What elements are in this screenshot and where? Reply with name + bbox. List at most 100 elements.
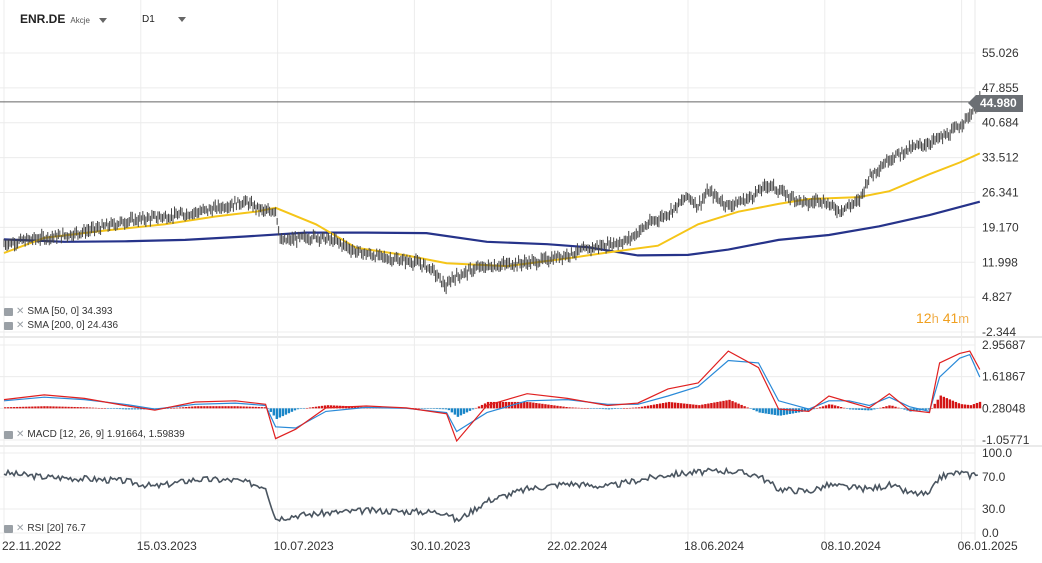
macd-histogram-bar [966,404,970,409]
macd-histogram-bar [13,407,16,409]
macd-legend[interactable]: ✕ MACD [12, 26, 9] 1.91664, 1.59839 [4,429,185,440]
macd-histogram-bar [46,406,49,409]
macd-histogram-bar [462,408,466,414]
macd-histogram-bar [73,406,76,409]
macd-histogram-bar [514,401,517,409]
settings-icon[interactable] [4,430,13,439]
macd-histogram-bar [456,408,460,417]
macd-histogram-bar [767,408,770,415]
settings-icon[interactable] [4,307,13,316]
macd-histogram-bar [698,405,701,409]
macd-histogram-bar [263,407,266,409]
macd-histogram-bar [592,408,595,409]
macd-histogram-bar [251,406,254,409]
macd-histogram-bar [169,408,173,409]
macd-histogram-bar [598,408,601,409]
settings-icon[interactable] [4,524,13,533]
sma50-line [3,152,981,268]
macd-histogram-bar [323,405,327,409]
sma50-label: SMA [50, 0] 34.393 [27,306,113,317]
macd-signal-line [3,353,981,433]
macd-histogram-bar [812,408,816,410]
macd-histogram-bar [731,401,734,409]
macd-histogram-bar [299,408,303,409]
close-icon[interactable]: ✕ [16,305,25,317]
macd-histogram-bar [441,408,445,410]
macd-histogram-bar [100,408,103,409]
macd-histogram-bar [489,401,493,409]
macd-histogram-bar [710,403,713,409]
rsi-legend[interactable]: ✕ RSI [20] 76.7 [4,523,86,534]
macd-histogram-bar [604,408,607,410]
macd-histogram-bar [112,408,116,409]
macd-histogram-bar [830,404,834,409]
macd-histogram-bar [791,408,795,414]
macd-histogram-bar [130,408,134,410]
macd-histogram-bar [646,405,650,409]
macd-histogram-bar [4,407,7,409]
macd-histogram-bar [420,408,423,409]
timer-hours: 12 [916,310,932,326]
macd-histogram-bar [269,408,272,412]
macd-histogram-bar [939,395,942,409]
settings-icon[interactable] [4,321,13,330]
timeframe-selector[interactable]: D1 [142,13,186,25]
macd-histogram-bar [957,403,961,409]
close-icon[interactable]: ✕ [16,428,25,440]
macd-histogram-bar [800,408,804,412]
macd-histogram-bar [815,408,819,409]
macd-histogram-bar [833,405,837,409]
macd-histogram-bar [281,408,285,417]
symbol-label: ENR.DE [20,12,66,26]
macd-histogram-bar [224,406,227,409]
macd-histogram-bar [450,408,454,413]
macd-histogram-bar [103,408,106,409]
macd-histogram-bar [725,400,728,409]
macd-histogram-bar [891,405,894,409]
macd-histogram-bar [574,407,577,409]
macd-histogram-bar [7,407,10,409]
sma50-legend[interactable]: ✕ SMA [50, 0] 34.393 [4,306,112,317]
macd-histogram-bar [978,401,982,409]
y-tick-label: -1.05771 [982,433,1030,447]
x-tick-label: 22.02.2024 [547,539,607,553]
macd-histogram-bar [290,408,294,412]
macd-histogram-bar [67,406,70,409]
current-price-tag: 44.980 [968,95,1023,112]
macd-histogram-bar [218,406,221,409]
y-tick-label: 2.95687 [982,338,1026,352]
macd-line [3,350,981,443]
close-icon[interactable]: ✕ [16,522,25,534]
sma200-legend[interactable]: ✕ SMA [200, 0] 24.436 [4,320,118,331]
macd-histogram-bar [652,404,656,409]
macd-histogram-bar [619,408,623,409]
macd-histogram-bar [474,407,478,409]
macd-histogram-bar [302,408,306,409]
macd-histogram-bar [166,408,170,409]
macd-histogram-bar [447,408,451,411]
macd-histogram-bar [414,408,417,409]
y-tick-label: 19.170 [982,220,1019,234]
symbol-selector[interactable]: ENR.DE Akcje [20,12,108,26]
macd-histogram-bar [91,407,94,409]
macd-histogram-bar [182,407,185,409]
macd-histogram-bar [852,408,855,410]
macd-histogram-bar [468,408,472,411]
close-icon[interactable]: ✕ [16,319,25,331]
macd-histogram-bar [894,406,897,409]
macd-histogram-bar [607,408,610,410]
candle-timer: 12h 41m [916,310,969,326]
macd-histogram-bar [743,406,746,409]
macd-histogram [4,395,982,419]
macd-histogram-bar [535,403,538,409]
macd-histogram-bar [248,406,251,409]
macd-histogram-bar [788,408,792,415]
macd-histogram-bar [664,402,668,409]
macd-histogram-bar [870,408,873,411]
macd-histogram-bar [444,408,448,410]
macd-histogram-bar [52,406,55,409]
macd-histogram-bar [106,408,110,409]
macd-histogram-bar [761,408,764,414]
macd-histogram-bar [622,408,626,409]
